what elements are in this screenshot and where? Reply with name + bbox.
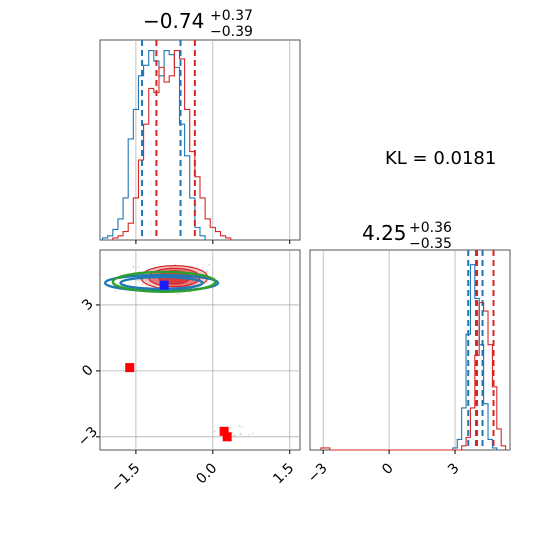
joint-scatter-point [178, 292, 181, 295]
x-marginal-grid [135, 40, 291, 240]
joint-scatter-point [240, 426, 243, 428]
kl-annotation: KL = 0.0181 [385, 148, 496, 169]
y-marginal-tick-label: 3 [445, 460, 463, 478]
x-marginal-hist-series-1 [112, 49, 232, 240]
y-marginal-ticks: −3 0 3 [305, 450, 463, 486]
joint-square-marker [159, 280, 169, 290]
joint-scatter-point [145, 278, 148, 281]
y-marginal-hist-series-0 [452, 264, 498, 450]
joint-x-ticks: −1.5 0.0 1.5 [108, 450, 297, 496]
x-marginal-frame [99, 39, 301, 241]
joint-square-marker [125, 363, 135, 373]
x-marginal-title-value: −0.74 [143, 9, 204, 33]
joint-scatter-point [132, 266, 135, 269]
joint-scatter-point [176, 293, 179, 295]
joint-scatter-point [231, 432, 234, 434]
joint-x-tick-label: −1.5 [108, 460, 143, 495]
y-marginal-title-value: 4.25 [362, 221, 407, 245]
y-marginal-title-plus: +0.36 [409, 220, 452, 236]
joint-frame [99, 249, 301, 451]
joint-scatter-point [252, 432, 254, 435]
joint-scatter-point [202, 266, 205, 269]
joint-scatter-point [114, 290, 117, 292]
x-marginal-histograms [102, 40, 232, 240]
joint-contour-2-level-0 [111, 270, 217, 293]
joint-scatter-point [239, 432, 242, 435]
joint-y-ticks: −3 0 3 [75, 296, 101, 450]
joint-square-marker [222, 432, 232, 442]
joint-markers [125, 280, 232, 442]
joint-scatter-point [238, 424, 241, 427]
joint-scatter-point [137, 266, 140, 268]
x-marginal-title-minus: −0.39 [210, 24, 253, 40]
y-marginal-panel: −3 0 3 4.25 +0.36 −0.35 [305, 220, 511, 486]
x-marginal-title-plus: +0.37 [210, 8, 253, 24]
joint-scatter-point [248, 433, 251, 436]
joint-y-tick-label: −3 [75, 424, 101, 450]
x-marginal-panel: −0.74 +0.37 −0.39 [99, 8, 301, 244]
y-marginal-title-minus: −0.35 [409, 236, 452, 252]
y-marginal-tick-label: 0 [379, 460, 397, 478]
joint-scatter-point [196, 266, 199, 269]
joint-scatter-point [233, 434, 236, 437]
joint-y-tick-label: 0 [79, 362, 97, 380]
joint-y-tick-label: 3 [79, 296, 97, 314]
y-marginal-hist-series-1 [320, 302, 507, 451]
joint-square-marker [219, 426, 229, 436]
y-marginal-tick-label: −3 [305, 460, 331, 486]
y-marginal-frame [309, 249, 511, 451]
joint-x-tick-label: 1.5 [270, 460, 297, 487]
joint-scatter-point [98, 273, 100, 276]
joint-x-tick-label: 0.0 [193, 460, 220, 487]
x-marginal-ticks [135, 240, 291, 244]
joint-panel: −1.5 0.0 1.5 −3 0 3 [75, 249, 301, 496]
joint-scatter-point [229, 427, 232, 430]
joint-scatter-point [137, 279, 140, 282]
joint-scatter-point [213, 430, 216, 433]
y-marginal-grid [322, 250, 456, 450]
joint-scatter-point [208, 263, 210, 266]
y-marginal-histograms [320, 250, 507, 451]
joint-scatter-point [142, 283, 144, 286]
x-marginal-hist-series-0 [102, 49, 206, 240]
joint-scatter-point [205, 271, 208, 273]
